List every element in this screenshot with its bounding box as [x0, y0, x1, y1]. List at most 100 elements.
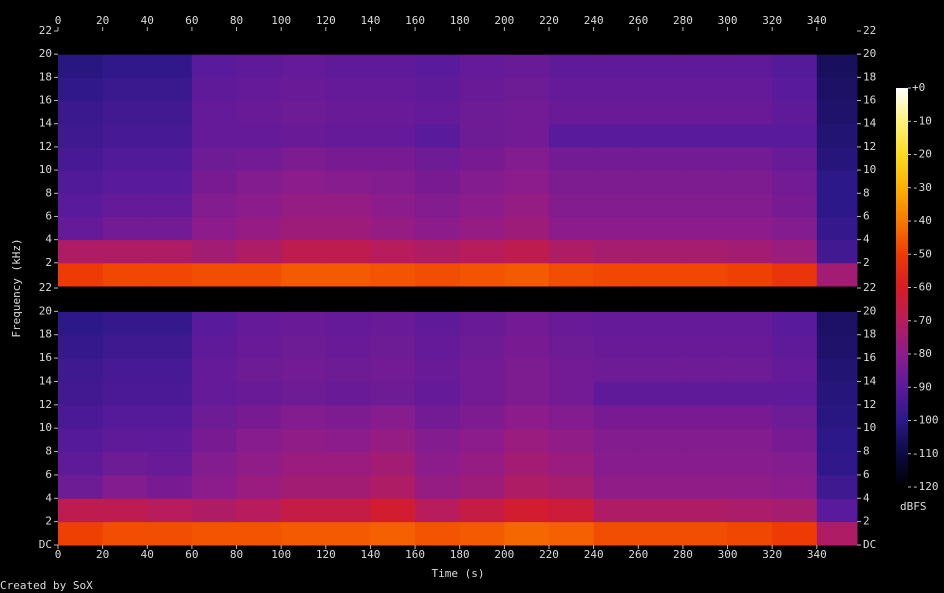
spectrogram-cell [682, 31, 729, 55]
spectrogram-cell [191, 311, 238, 336]
y-tick-label: 22 [863, 24, 876, 37]
spectrogram-cell [281, 498, 327, 523]
spectrogram-cell [549, 170, 595, 194]
y-tick-label: 4 [45, 233, 52, 246]
spectrogram-cell [816, 77, 858, 102]
spectrogram-cell [816, 239, 858, 264]
spectrogram-cell [549, 428, 595, 453]
spectrogram-cell [58, 146, 104, 171]
spectrogram-cell [816, 474, 858, 499]
spectrogram-cell [325, 216, 371, 241]
spectrogram-cell [682, 262, 729, 287]
spectrogram-cell [727, 334, 773, 359]
spectrogram-cell [772, 404, 818, 429]
spectrogram-cell [727, 77, 773, 102]
spectrogram-cell [325, 170, 371, 194]
spectrogram-cell [236, 262, 282, 287]
spectrogram-cell [147, 239, 193, 264]
spectrogram-cell [281, 216, 327, 241]
spectrogram-cell [370, 31, 416, 55]
spectrogram-cell [236, 100, 282, 125]
spectrogram-cell [370, 358, 416, 382]
spectrogram-cell [504, 521, 550, 546]
spectrogram-cell [325, 311, 371, 336]
spectrogram-cell [638, 451, 684, 476]
spectrogram-cell [415, 474, 461, 499]
spectrogram-cell [593, 311, 639, 336]
spectrogram-cell [191, 474, 238, 499]
spectrogram-cell [682, 100, 729, 125]
spectrogram-cell [147, 451, 193, 476]
spectrogram-cell [593, 404, 639, 429]
spectrogram-cell [727, 146, 773, 171]
spectrogram-cell [281, 170, 327, 194]
spectrogram-cell [772, 170, 818, 194]
spectrogram-cell [772, 428, 818, 453]
spectrogram-cell [415, 262, 461, 287]
spectrogram-cell [504, 428, 550, 453]
spectrogram-cell [191, 428, 238, 453]
spectrogram-cell [415, 123, 461, 148]
spectrogram-cell [549, 193, 595, 217]
spectrogram-cell [236, 31, 282, 55]
y-tick-label: 20 [863, 304, 876, 317]
x-tick-label: 60 [185, 548, 198, 561]
spectrogram-cell [459, 404, 505, 429]
spectrogram-cell [816, 288, 858, 312]
spectrogram-cell [549, 474, 595, 499]
spectrogram-cell [682, 54, 729, 78]
spectrogram-cell [682, 123, 729, 148]
x-tick-label: 320 [762, 548, 782, 561]
spectrogram-cell [772, 31, 818, 55]
x-tick-label: 240 [584, 548, 604, 561]
spectrogram-cell [504, 474, 550, 499]
spectrogram-cell [682, 288, 729, 312]
y-tick-label: 16 [39, 94, 52, 107]
spectrogram-cell [459, 428, 505, 453]
spectrogram-cell [102, 146, 148, 171]
y-tick-label: 4 [863, 233, 870, 246]
spectrogram-cell [415, 77, 461, 102]
spectrogram-cell [325, 521, 371, 546]
spectrogram-cell [58, 31, 104, 55]
y-tick-label: 14 [863, 374, 877, 387]
spectrogram-cell [816, 381, 858, 406]
x-tick-label: 240 [584, 14, 604, 27]
spectrogram-cell [102, 193, 148, 217]
spectrogram-cell [58, 428, 104, 453]
spectrogram-cell [816, 451, 858, 476]
spectrogram-cell [191, 123, 238, 148]
spectrogram-cell [682, 146, 729, 171]
spectrogram-cell [191, 358, 238, 382]
spectrogram-cell [281, 334, 327, 359]
spectrogram-cell [281, 100, 327, 125]
spectrogram-cell [459, 451, 505, 476]
spectrogram-cell [638, 100, 684, 125]
x-tick-label: 340 [807, 548, 827, 561]
spectrogram-cell [370, 193, 416, 217]
spectrogram-cell [370, 498, 416, 523]
spectrogram-cell [370, 428, 416, 453]
spectrogram-cell [772, 77, 818, 102]
spectrogram-cell [58, 170, 104, 194]
spectrogram-cell [682, 216, 729, 241]
spectrogram-cell [727, 31, 773, 55]
spectrogram-cell [772, 54, 818, 78]
spectrogram-cell [102, 381, 148, 406]
spectrogram-cell [236, 54, 282, 78]
spectrogram-cell [459, 31, 505, 55]
spectrogram-cell [549, 123, 595, 148]
spectrogram-cell [147, 474, 193, 499]
y-tick-label: 10 [863, 421, 876, 434]
spectrogram-cell [816, 123, 858, 148]
spectrogram-cell [370, 262, 416, 287]
spectrogram-cell [191, 262, 238, 287]
spectrogram-cell [102, 288, 148, 312]
spectrogram-cell [638, 54, 684, 78]
spectrogram-cell [415, 31, 461, 55]
spectrogram-cell [370, 474, 416, 499]
spectrogram-cell [816, 521, 858, 546]
spectrogram-cell [281, 123, 327, 148]
y-tick-label: 2 [45, 515, 52, 528]
spectrogram-cell [459, 311, 505, 336]
